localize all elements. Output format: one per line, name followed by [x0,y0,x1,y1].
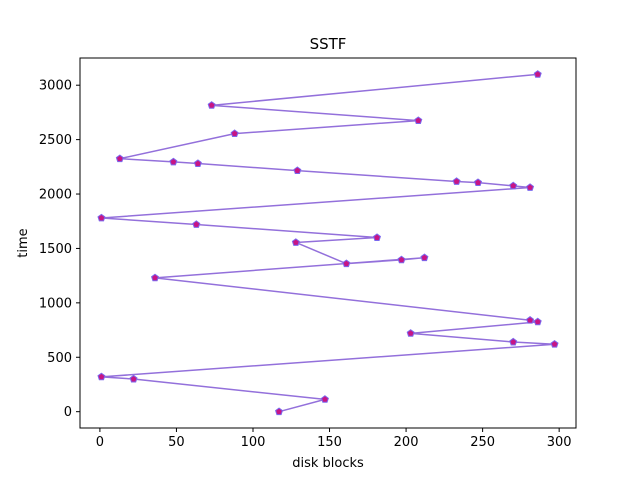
data-point [151,273,160,282]
data-point [192,220,201,228]
data-point [406,329,415,337]
data-point [420,253,429,262]
plot-lines [100,73,556,413]
y-tick-label: 1500 [39,242,72,257]
data-point [372,233,381,241]
data-point [129,374,138,383]
data-point [526,183,535,191]
data-point [291,238,300,246]
x-axis-title: disk blocks [292,456,364,471]
data-point [509,181,518,190]
x-tick-label: 100 [241,435,266,450]
data-point [207,101,216,109]
data-point [293,166,302,175]
data-point [397,255,406,264]
plot-frame [79,57,577,429]
y-axis: 0 500 1000 1500 2000 2500 3000 [39,79,80,420]
x-tick-label: 300 [547,435,572,450]
data-point [474,178,483,187]
y-tick-label: 0 [64,405,72,420]
data-point [169,157,178,166]
x-tick-label: 0 [96,435,104,450]
data-point [533,317,542,326]
data-point [550,339,559,348]
x-tick-label: 50 [168,435,185,450]
x-tick-label: 250 [470,435,495,450]
data-point [97,372,106,381]
y-tick-label: 2500 [39,133,72,148]
x-axis: 0 50 100 150 200 250 300 [96,428,572,450]
x-tick-label: 150 [317,435,342,450]
data-point [509,337,518,346]
data-point [230,129,239,138]
x-tick-label: 200 [394,435,419,450]
y-tick-label: 1000 [39,296,72,311]
y-tick-label: 500 [47,351,72,366]
y-tick-label: 3000 [39,79,72,94]
data-point [115,154,124,163]
y-axis-title: time [16,228,31,257]
series-line [100,73,556,413]
y-tick-label: 2000 [39,188,72,203]
data-point [526,316,535,324]
data-point [342,259,351,268]
data-point [97,213,106,222]
data-point [193,159,202,167]
data-point [275,407,284,416]
data-point [320,395,329,403]
plot-markers [97,70,559,416]
data-point [414,116,423,124]
data-point [452,177,461,185]
data-point [533,70,542,78]
chart-title: SSTF [310,35,347,53]
